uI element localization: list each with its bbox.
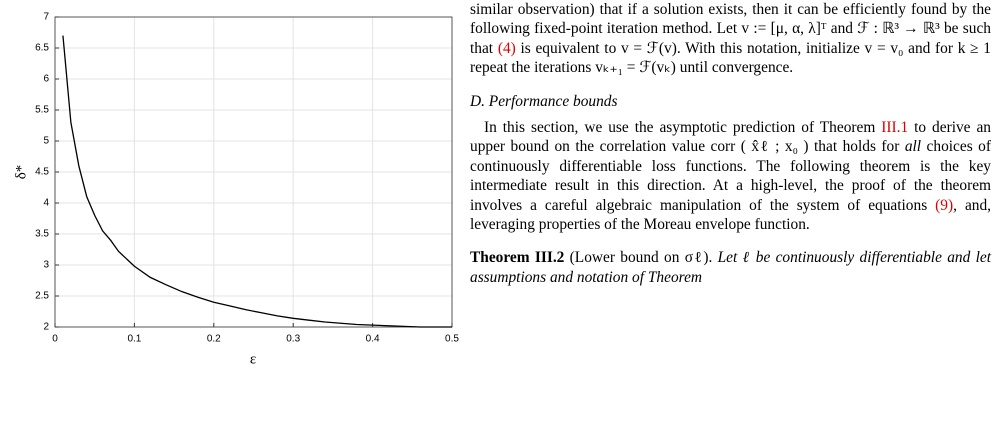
text: In this section, we use the asymptotic p…	[484, 119, 882, 137]
y-tick-label: 3	[43, 260, 49, 271]
text-column: similar observation) that if a solution …	[470, 0, 991, 287]
y-tick-label: 7	[43, 12, 49, 23]
data-line	[62, 35, 452, 328]
x-tick-label: 0.2	[207, 334, 221, 345]
reference[interactable]: III.1	[881, 119, 909, 137]
text: choices of continuously differentiable l…	[470, 138, 991, 214]
x-tick-label: 0.5	[445, 334, 459, 345]
theorem-label: Theorem III.2	[470, 249, 565, 267]
x-tick-label: 0.4	[366, 334, 380, 345]
text: , and, leveraging properties of the More…	[470, 196, 992, 234]
text: is equivalent to v = ℱ(v). With this not…	[470, 39, 991, 77]
text: to derive an upper bound on the correlat…	[470, 119, 991, 156]
y-tick-label: 4	[43, 198, 49, 209]
axes-box	[54, 16, 453, 328]
x-tick-label: 0.3	[286, 334, 300, 345]
paragraph: In this section, we use the asymptotic p…	[470, 118, 991, 234]
reference[interactable]: (4)	[497, 39, 516, 57]
y-tick-label: 6.5	[35, 43, 49, 54]
reference[interactable]: (9)	[935, 196, 954, 214]
y-axis-label: δ*	[13, 165, 29, 180]
paragraph: similar observation) that if a solution …	[470, 0, 991, 78]
x-tick-label: 0.1	[127, 334, 141, 345]
chart: δ* ε 2 2.5 3 3.5 4 4.5 5 5.5 6 6.5 7 0 0.1 0.2 0.3 0.4 0…	[13, 12, 459, 368]
text: similar observation) that if a solution …	[470, 1, 991, 57]
x-tick-label: 0	[52, 334, 58, 345]
section-heading: D. Performance bounds	[470, 92, 618, 110]
text: all	[904, 138, 922, 156]
y-tick-label: 5.5	[35, 105, 49, 116]
y-tick-label: 3.5	[35, 229, 49, 240]
y-tick-label: 2	[43, 322, 49, 333]
y-tick-label: 2.5	[35, 291, 49, 302]
theorem-title: (Lower bound on σℓ).	[564, 249, 713, 267]
theorem: Theorem III.2 (Lower bound on σℓ). Let ℓ…	[470, 248, 991, 287]
y-tick-label: 5	[43, 136, 49, 147]
x-axis-label: ε	[250, 351, 256, 367]
y-tick-label: 4.5	[35, 167, 49, 178]
theorem-body: Let ℓ be continuously differentiable and…	[470, 249, 991, 286]
y-tick-label: 6	[43, 74, 49, 85]
